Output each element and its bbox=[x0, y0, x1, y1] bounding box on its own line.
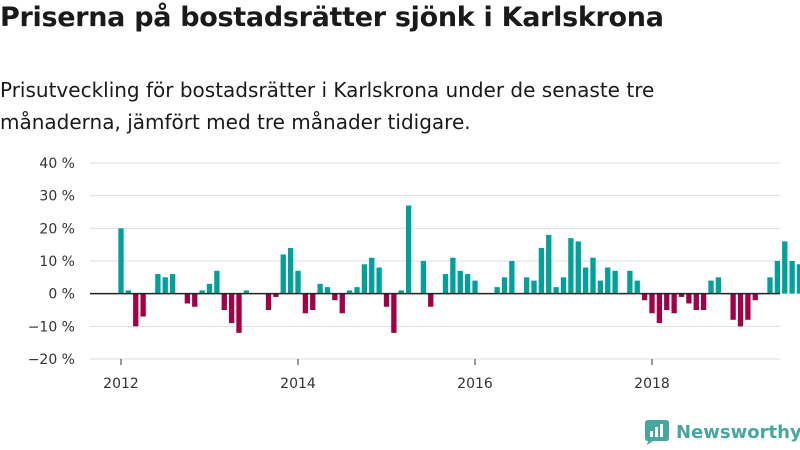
bar bbox=[686, 293, 692, 304]
bar bbox=[310, 293, 316, 310]
bar bbox=[346, 290, 353, 294]
bar bbox=[428, 293, 434, 307]
bar bbox=[796, 264, 800, 294]
bar bbox=[324, 287, 331, 294]
bar bbox=[464, 274, 471, 294]
bar bbox=[560, 277, 567, 294]
bar bbox=[317, 283, 323, 294]
chart-title: Priserna på bostadsrätter sjönk i Karlsk… bbox=[0, 2, 664, 33]
bar bbox=[568, 238, 574, 294]
bar bbox=[590, 257, 596, 294]
brand-name: Newsworthy bbox=[676, 421, 800, 443]
bar bbox=[162, 277, 168, 294]
y-tick-label: 0 % bbox=[48, 287, 75, 303]
bar bbox=[501, 277, 508, 294]
y-tick-label: 10 % bbox=[39, 254, 75, 270]
brand-logo: Newsworthy bbox=[644, 419, 800, 445]
bar bbox=[133, 293, 139, 327]
bar bbox=[737, 293, 744, 327]
bar bbox=[228, 293, 235, 324]
bar bbox=[184, 293, 191, 304]
newsworthy-logo-icon bbox=[645, 420, 669, 445]
bar bbox=[442, 274, 449, 294]
bar bbox=[192, 293, 198, 307]
bar bbox=[450, 257, 456, 294]
bar bbox=[582, 267, 589, 294]
bar bbox=[236, 293, 242, 333]
bar bbox=[546, 234, 552, 294]
bar bbox=[752, 293, 758, 301]
bar bbox=[398, 290, 404, 294]
bar bbox=[782, 241, 788, 294]
bar bbox=[774, 261, 781, 294]
bar bbox=[605, 267, 611, 294]
bar bbox=[361, 264, 368, 294]
bar bbox=[597, 280, 604, 294]
x-tick-label: 2012 bbox=[103, 376, 139, 392]
bar bbox=[118, 228, 124, 294]
bar bbox=[494, 287, 500, 294]
bar bbox=[641, 293, 648, 301]
bar bbox=[206, 283, 213, 294]
chart-subtitle: Prisutveckling för bostadsrätter i Karls… bbox=[0, 78, 655, 134]
bar bbox=[391, 293, 397, 333]
bar bbox=[649, 293, 655, 314]
bar bbox=[125, 290, 132, 294]
bar bbox=[700, 293, 707, 310]
bar bbox=[715, 277, 722, 294]
bar bbox=[789, 261, 795, 294]
bar bbox=[693, 293, 699, 310]
bar bbox=[265, 293, 272, 310]
bar bbox=[730, 293, 736, 320]
bar bbox=[383, 293, 390, 307]
bar bbox=[405, 205, 412, 294]
bar bbox=[627, 270, 633, 294]
bar bbox=[457, 270, 463, 294]
bar bbox=[140, 293, 146, 317]
bar bbox=[339, 293, 345, 314]
bar bbox=[745, 293, 751, 320]
bar bbox=[767, 277, 773, 294]
y-tick-label: −20 % bbox=[28, 352, 75, 368]
bar bbox=[354, 287, 360, 294]
bar bbox=[472, 280, 478, 294]
bar bbox=[199, 290, 205, 294]
bar bbox=[369, 257, 375, 294]
bar bbox=[273, 293, 279, 297]
y-tick-label: −10 % bbox=[28, 319, 75, 335]
x-tick-label: 2016 bbox=[457, 376, 493, 392]
bar bbox=[523, 277, 530, 294]
y-tick-label: 30 % bbox=[39, 189, 75, 205]
bar bbox=[575, 241, 581, 294]
bar bbox=[155, 274, 161, 294]
bar bbox=[531, 280, 537, 294]
bar bbox=[332, 293, 338, 301]
bar bbox=[538, 247, 545, 294]
bar bbox=[376, 267, 382, 294]
bar bbox=[553, 287, 559, 294]
bar bbox=[656, 293, 663, 324]
x-tick-label: 2014 bbox=[280, 376, 316, 392]
y-tick-label: 40 % bbox=[39, 156, 75, 172]
bar bbox=[280, 254, 286, 294]
x-tick-label: 2018 bbox=[634, 376, 670, 392]
bar bbox=[420, 261, 427, 294]
bar bbox=[678, 293, 685, 297]
bar bbox=[214, 270, 220, 294]
bar bbox=[708, 280, 714, 294]
bar bbox=[295, 270, 301, 294]
bar bbox=[221, 293, 227, 310]
y-tick-label: 20 % bbox=[39, 221, 75, 237]
bar bbox=[671, 293, 677, 314]
bar bbox=[634, 280, 640, 294]
bar bbox=[243, 290, 250, 294]
bar bbox=[612, 270, 618, 294]
bar bbox=[509, 261, 515, 294]
bar bbox=[664, 293, 670, 310]
bar bbox=[169, 274, 176, 294]
bar bbox=[302, 293, 309, 314]
bar bbox=[287, 247, 294, 294]
